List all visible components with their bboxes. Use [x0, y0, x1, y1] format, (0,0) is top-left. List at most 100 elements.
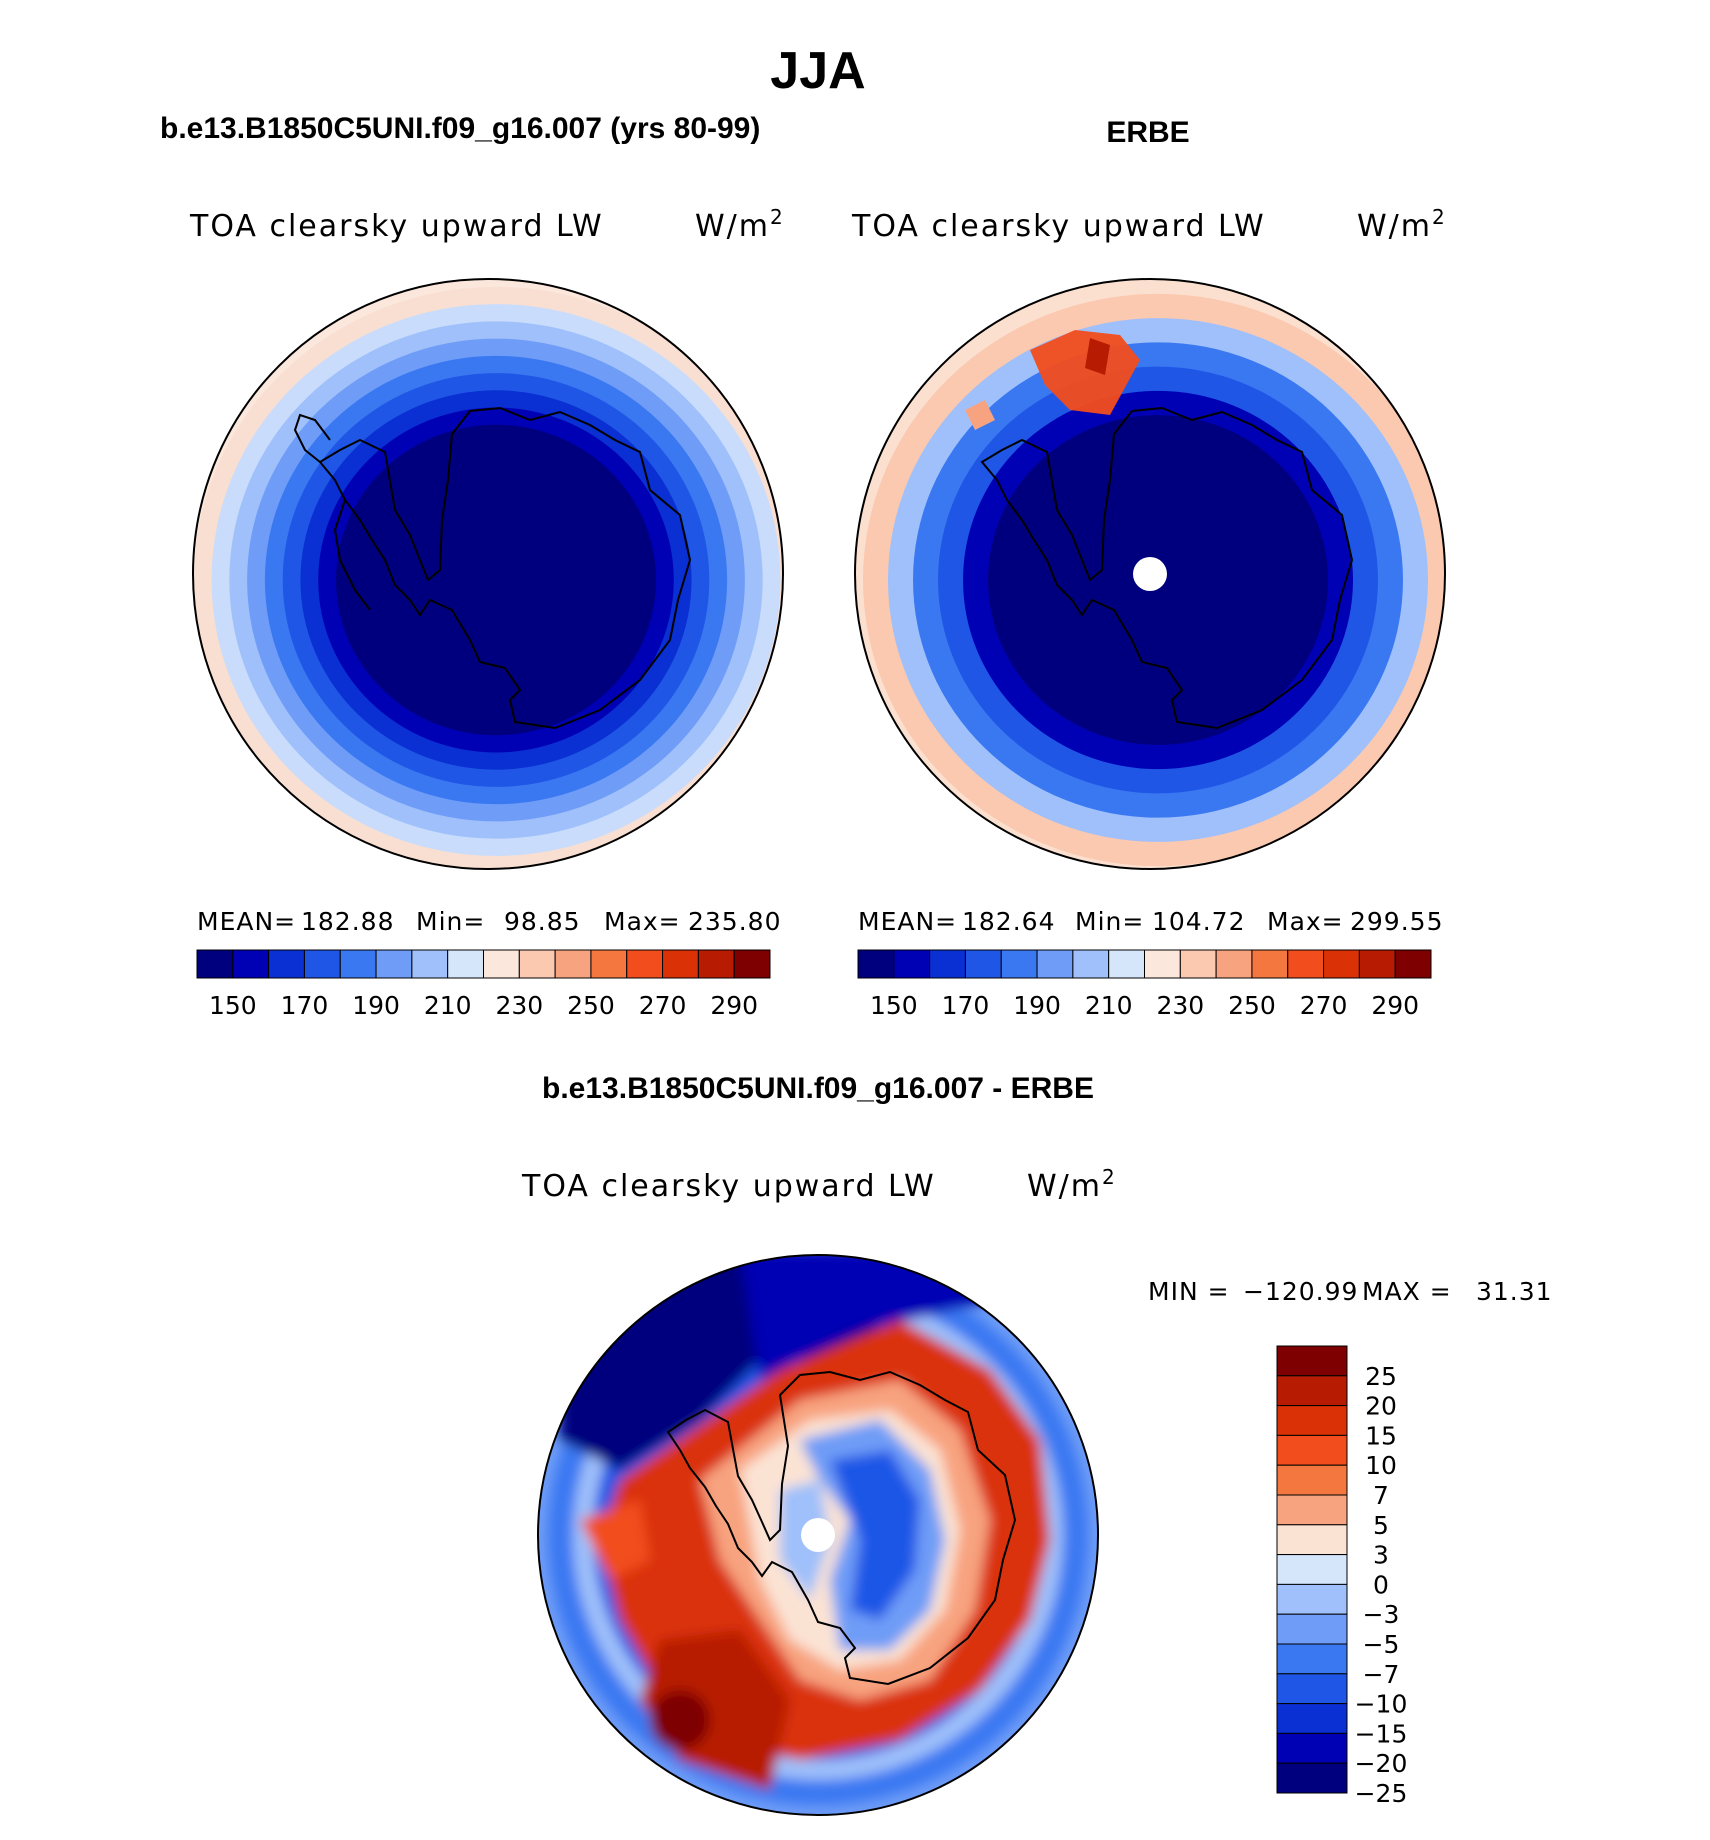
panel-obs-units: W/m2 — [1357, 205, 1447, 244]
panel-diff-colorbar-tick-label: −25 — [1355, 1779, 1408, 1808]
panel-model-field — [193, 279, 783, 869]
panel-model-colorbar-box-13 — [662, 949, 699, 979]
panel-obs-colorbar-box-13 — [1323, 949, 1360, 979]
panel-model-colorbar-box-9 — [518, 949, 556, 979]
panel-obs-min-value: 104.72 — [1152, 907, 1245, 936]
panel-obs-colorbar-box-1 — [893, 949, 931, 979]
panel-obs-colorbar-tick-label: 250 — [1228, 991, 1276, 1020]
panel-model-colorbar-tick-label: 270 — [639, 991, 687, 1020]
panel-diff-colorbar-tick-label: −5 — [1363, 1630, 1400, 1659]
panel-model-variable: TOA clearsky upward LW — [189, 209, 604, 244]
panel-model-colorbar-tick-label: 210 — [424, 991, 472, 1020]
panel-model-units: W/m2 — [695, 205, 785, 244]
panel-model-max-label: Max= — [604, 907, 681, 936]
panel-diff-colorbar-box-13 — [1276, 1732, 1348, 1764]
panel-model-colorbar: 150 170 190 210 230 250 270 290 — [196, 949, 771, 1020]
panel-model-colorbar-box-10 — [554, 949, 592, 979]
panel-obs-colorbar-box-3 — [964, 949, 1002, 979]
panel-diff-colorbar-tick-label: −20 — [1355, 1749, 1408, 1778]
panel-obs-colorbar-box-10 — [1215, 949, 1253, 979]
panel-obs-heading: ERBE — [1106, 116, 1189, 149]
panel-model-colorbar-box-5 — [375, 949, 413, 979]
panel-obs-colorbar-box-9 — [1179, 949, 1217, 979]
panel-model-colorbar-box-0 — [196, 949, 234, 979]
panel-model-colorbar-box-6 — [411, 949, 449, 979]
panel-obs-colorbar-box-14 — [1358, 949, 1396, 979]
panel-model-mean-value: 182.88 — [301, 907, 394, 936]
panel-obs-map-border — [854, 278, 1446, 870]
panel-diff-colorbar-tick-label: −3 — [1363, 1600, 1400, 1629]
panel-diff-colorbar-box-3 — [1276, 1434, 1348, 1466]
panel-model-units-base: W/m — [695, 209, 770, 244]
panel-diff-colorbar-box-4 — [1276, 1464, 1348, 1496]
panel-model-colorbar-box-7 — [447, 949, 484, 979]
panel-model-colorbar-tick-label: 290 — [710, 991, 758, 1020]
panel-diff-colorbar-box-8 — [1276, 1583, 1348, 1615]
panel-model-peninsula — [293, 413, 371, 611]
panel-model-units-sup: 2 — [770, 205, 785, 229]
panel-model-colorbar-box-8 — [483, 949, 520, 979]
panel-diff-colorbar-tick-label: 3 — [1373, 1541, 1389, 1570]
panel-diff-max-value: 31.31 — [1476, 1277, 1553, 1306]
panel-diff-colorbar-tick-label: 5 — [1373, 1511, 1389, 1540]
panel-diff-colorbar-tick-label: 25 — [1365, 1362, 1397, 1391]
panel-model-colorbar-box-4 — [339, 949, 377, 979]
panel-diff-pole-hole — [801, 1518, 835, 1552]
panel-diff-colorbar-box-10 — [1276, 1643, 1348, 1675]
panel-obs-colorbar-box-11 — [1251, 949, 1289, 979]
panel-obs-colorbar-box-5 — [1036, 949, 1074, 979]
page-title: JJA — [770, 42, 865, 100]
panel-diff-stats: MIN = −120.99 MAX = 31.31 — [1148, 1277, 1553, 1306]
panel-diff-colorbar-box-11 — [1276, 1673, 1348, 1705]
panel-model-antarctica-coastline — [318, 406, 692, 730]
panel-obs-colorbar-box-7 — [1108, 949, 1145, 979]
panel-diff-units-base: W/m — [1027, 1169, 1102, 1204]
panel-diff: b.e13.B1850C5UNI.f09_g16.007 - ERBE TOA … — [521, 1072, 1553, 1816]
panel-diff-max-label: MAX = — [1362, 1277, 1452, 1306]
panel-model-map-border — [192, 278, 784, 870]
panel-model-stats: MEAN= 182.88 Min= 98.85 Max= 235.80 — [197, 907, 780, 936]
panel-diff-colorbar-box-2 — [1276, 1405, 1348, 1436]
panel-obs-variable: TOA clearsky upward LW — [851, 209, 1266, 244]
panel-model-colorbar-box-1 — [232, 949, 270, 979]
panel-obs-max-value: 299.55 — [1350, 907, 1443, 936]
panel-obs-units-base: W/m — [1357, 209, 1432, 244]
panel-obs-mean-label: MEAN= — [858, 907, 957, 936]
panel-obs-colorbar-box-0 — [857, 949, 895, 979]
panel-model-colorbar-tick-label: 170 — [281, 991, 329, 1020]
panel-model-colorbar-box-12 — [626, 949, 664, 979]
panel-obs-units-sup: 2 — [1432, 205, 1447, 229]
panel-diff-colorbar-box-0 — [1276, 1345, 1348, 1377]
panel-diff-colorbar-tick-label: −7 — [1363, 1660, 1400, 1689]
panel-diff-colorbar-tick-label: −10 — [1355, 1690, 1408, 1719]
panel-obs-colorbar-box-15 — [1394, 949, 1432, 979]
panel-obs-colorbar-box-4 — [1000, 949, 1038, 979]
panel-diff-colorbar-tick-label: 15 — [1365, 1421, 1397, 1450]
panel-model-map — [193, 279, 783, 869]
panel-diff-heading: b.e13.B1850C5UNI.f09_g16.007 - ERBE — [542, 1072, 1094, 1105]
panel-diff-colorbar-tick-label: −15 — [1355, 1719, 1408, 1748]
panel-model-colorbar-box-14 — [697, 949, 735, 979]
panel-diff-colorbar-box-12 — [1276, 1703, 1348, 1734]
panel-obs-colorbar-box-2 — [929, 949, 966, 979]
panel-obs-antarctica-coastline — [980, 406, 1354, 730]
panel-diff-colorbar-box-14 — [1276, 1762, 1348, 1794]
panel-model-mean-label: MEAN= — [197, 907, 296, 936]
panel-obs-min-label: Min= — [1075, 907, 1144, 936]
panel-diff-colorbar-box-1 — [1276, 1375, 1348, 1407]
panel-diff-colorbar-tick-label: 7 — [1373, 1481, 1389, 1510]
panel-diff-map — [538, 1255, 1098, 1815]
panel-diff-map-border — [537, 1254, 1099, 1816]
panel-model-colorbar-tick-label: 150 — [209, 991, 257, 1020]
panel-diff-colorbar-tick-label: 0 — [1373, 1570, 1389, 1599]
panel-obs-warm-patch-core — [1085, 338, 1110, 375]
panel-obs-colorbar-tick-label: 230 — [1156, 991, 1204, 1020]
panel-diff-colorbar-tick-label: 20 — [1365, 1392, 1397, 1421]
panel-obs-colorbar-tick-label: 290 — [1371, 991, 1419, 1020]
panel-diff-units-sup: 2 — [1102, 1165, 1117, 1189]
panel-model-colorbar-box-11 — [590, 949, 628, 979]
panel-obs-colorbar-tick-label: 170 — [942, 991, 990, 1020]
panel-obs-warm-patch — [1030, 330, 1140, 415]
